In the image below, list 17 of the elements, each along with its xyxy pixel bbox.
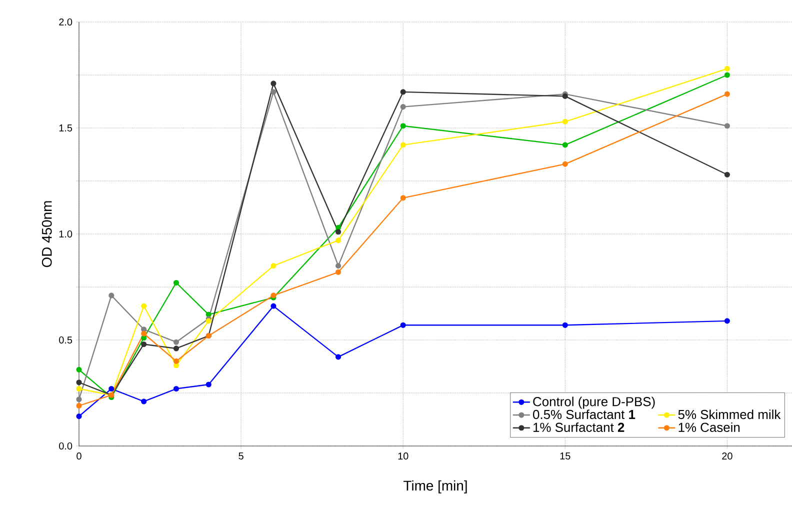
x-tick-label: 20 [722, 452, 732, 460]
legend-label: 0.5% Surfactant 1 [533, 410, 636, 420]
y-tick-label: 2.0 [59, 18, 72, 26]
y-axis-title: OD 450nm [42, 201, 52, 268]
x-tick-label: 10 [398, 452, 408, 460]
legend-label: 1% Surfactant 2 [534, 422, 624, 432]
y-tick-label: 0.0 [59, 442, 72, 450]
legend-label: 1% Casein [678, 422, 740, 432]
x-tick-label: 0 [76, 452, 82, 460]
y-tick-label: 0.5 [59, 336, 72, 344]
legend-label: 5% Skimmed milk [678, 410, 781, 420]
x-axis-title: Time [min] [404, 480, 467, 494]
legend-label: Control (pure D-PBS) [533, 396, 655, 409]
y-tick-label: 1.0 [59, 230, 72, 238]
x-tick-label: 5 [238, 452, 244, 460]
x-tick-label: 15 [560, 452, 570, 460]
y-tick-label: 1.5 [59, 124, 72, 132]
